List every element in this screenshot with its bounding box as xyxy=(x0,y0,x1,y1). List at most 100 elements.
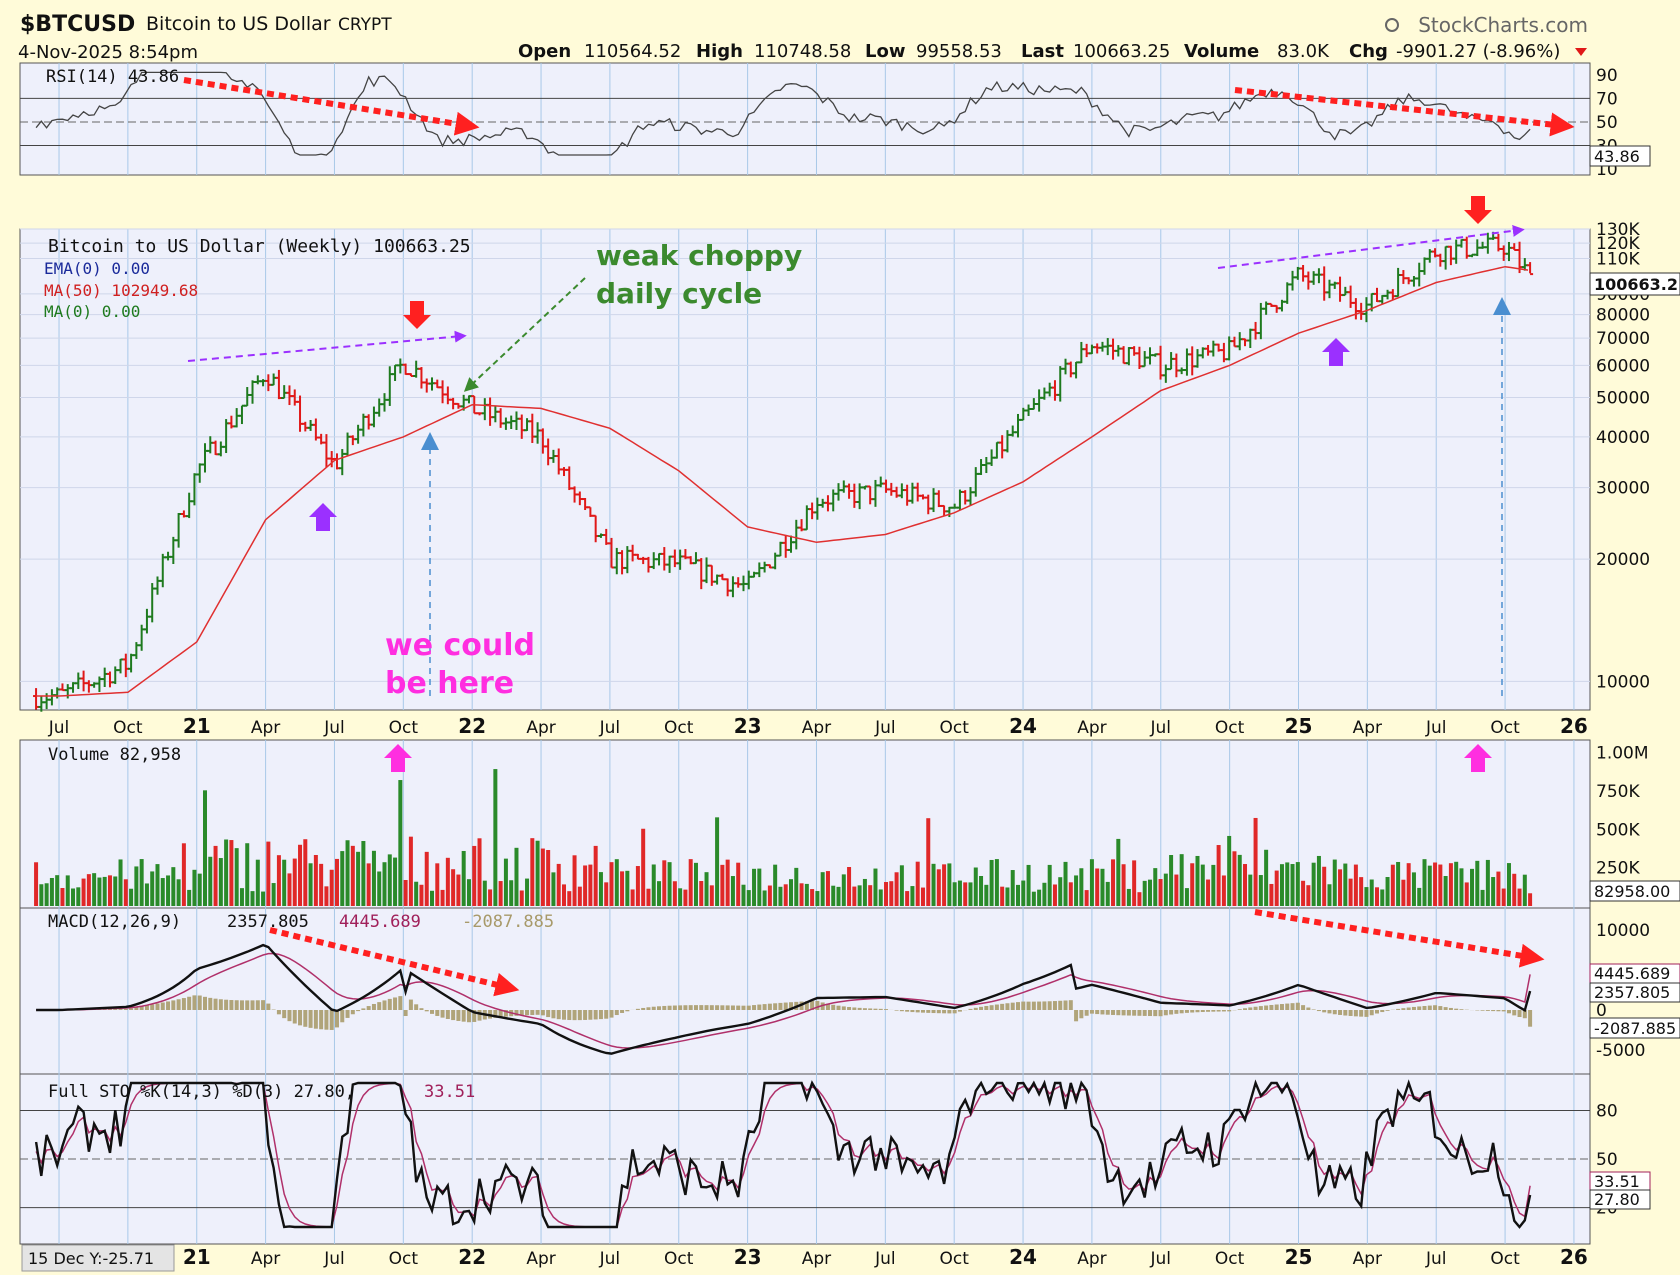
macd-histogram-bar xyxy=(245,1000,250,1010)
macd-histogram-bar xyxy=(620,1010,625,1013)
brand-icon xyxy=(1385,18,1399,32)
macd-histogram-bar xyxy=(1343,1010,1348,1016)
macd-histogram-bar xyxy=(203,996,208,1010)
x-tick-label: Apr xyxy=(1077,1249,1106,1269)
macd-histogram-bar xyxy=(1491,1010,1496,1012)
macd-histogram-bar xyxy=(593,1010,598,1020)
macd-histogram-bar xyxy=(926,1010,931,1013)
macd-histogram-bar xyxy=(1396,1008,1401,1010)
volume-bar xyxy=(598,872,603,906)
volume-bar xyxy=(1475,860,1480,906)
x-tick-label: Oct xyxy=(1215,1249,1245,1269)
macd-histogram-bar xyxy=(1184,1010,1189,1013)
volume-bar xyxy=(1528,893,1533,906)
macd-histogram-bar xyxy=(614,1010,619,1016)
macd-histogram-bar xyxy=(773,1003,778,1010)
volume-bar xyxy=(398,780,403,906)
volume-bar xyxy=(1042,882,1047,906)
volume-bar xyxy=(1306,885,1311,906)
price-panel xyxy=(19,228,1591,711)
volume-bar xyxy=(1079,868,1084,906)
volume-bar xyxy=(614,859,619,906)
volume-bar xyxy=(1369,879,1374,906)
ma50-line xyxy=(36,265,1529,697)
macd-histogram-bar xyxy=(1353,1010,1358,1017)
volume-bar xyxy=(477,838,482,906)
macd-histogram-bar xyxy=(218,999,223,1010)
macd-histogram-bar xyxy=(847,1006,852,1010)
svg-text:-2087.885: -2087.885 xyxy=(1594,1019,1676,1038)
macd-histogram-bar xyxy=(752,1005,757,1010)
macd-histogram-bar xyxy=(350,1010,355,1015)
macd-histogram-bar xyxy=(572,1010,577,1021)
volume-bar xyxy=(1353,864,1358,906)
volume-bar xyxy=(1111,859,1116,906)
volume-bar xyxy=(741,884,746,906)
volume-bar xyxy=(920,887,925,906)
volume-bar xyxy=(514,847,519,906)
volume-bar xyxy=(319,863,324,906)
volume-bar xyxy=(1290,864,1295,906)
volume-bar xyxy=(936,869,941,906)
volume-bar xyxy=(1179,854,1184,906)
volume-bar xyxy=(799,883,804,906)
volume-bar xyxy=(810,889,815,906)
macd-histogram-bar xyxy=(435,1010,440,1016)
x-tick-label: 22 xyxy=(458,1245,486,1269)
volume-bar xyxy=(683,889,688,906)
macd-histogram-bar xyxy=(1285,1003,1290,1010)
macd-histogram-bar xyxy=(1517,1010,1522,1018)
rsi-legend: RSI(14) 43.86 xyxy=(46,67,179,87)
volume-bar xyxy=(841,874,846,906)
volume-legend: Volume 82,958 xyxy=(48,745,181,765)
y-tick-label: 750K xyxy=(1596,782,1640,802)
macd-histogram-bar xyxy=(699,1005,704,1010)
volume-bar xyxy=(1338,869,1343,906)
volume-bar xyxy=(1153,868,1158,906)
y-tick-label: 50 xyxy=(1596,1150,1618,1170)
macd-histogram-bar xyxy=(1332,1010,1337,1015)
volume-bar xyxy=(1052,884,1057,906)
down-triangle-icon xyxy=(1575,48,1587,56)
macd-histogram-bar xyxy=(356,1010,361,1012)
macd-histogram-bar xyxy=(366,1006,371,1010)
macd-histogram-bar xyxy=(1216,1010,1221,1012)
macd-histogram-bar xyxy=(1480,1010,1485,1011)
macd-histogram-bar xyxy=(1401,1008,1406,1010)
volume-bar xyxy=(535,840,540,906)
volume-bar xyxy=(804,883,809,906)
symbol: $BTCUSD xyxy=(20,12,135,37)
volume-bar xyxy=(1147,879,1152,906)
svg-text:100663.25: 100663.25 xyxy=(1073,41,1170,62)
macd-histogram-bar xyxy=(197,995,202,1010)
sto-k-line xyxy=(34,1079,1532,1229)
volume-bar xyxy=(641,828,646,906)
macd-histogram-bar xyxy=(403,1010,408,1017)
svg-text:4445.689: 4445.689 xyxy=(1594,964,1670,983)
macd-histogram-bar xyxy=(445,1010,450,1019)
volume-bar xyxy=(952,882,957,906)
volume-bar xyxy=(778,886,783,906)
x-tick-label: Jul xyxy=(599,1249,621,1269)
macd-histogram-bar xyxy=(947,1010,952,1014)
volume-bar xyxy=(1491,877,1496,906)
macd-histogram-bar xyxy=(609,1010,614,1018)
x-tick-label: Jul xyxy=(323,1249,345,1269)
volume-bar xyxy=(1000,886,1005,906)
volume-bar xyxy=(466,879,471,906)
volume-bar xyxy=(298,844,303,906)
macd-histogram-bar xyxy=(1153,1010,1158,1017)
macd-histogram-bar xyxy=(1026,1001,1031,1010)
x-tick-label: Jul xyxy=(599,718,621,738)
macd-histogram-bar xyxy=(651,1006,656,1010)
volume-bar xyxy=(1427,865,1432,906)
volume-bar xyxy=(1126,888,1131,906)
volume-bar xyxy=(292,858,297,906)
macd-histogram-bar xyxy=(408,999,413,1010)
volume-bar xyxy=(1105,881,1110,906)
macd-histogram-bar xyxy=(192,995,197,1010)
blue-up-arrow-icon xyxy=(421,432,439,450)
macd-histogram-bar xyxy=(1316,1010,1321,1012)
purple-up-arrow-icon xyxy=(309,503,337,531)
